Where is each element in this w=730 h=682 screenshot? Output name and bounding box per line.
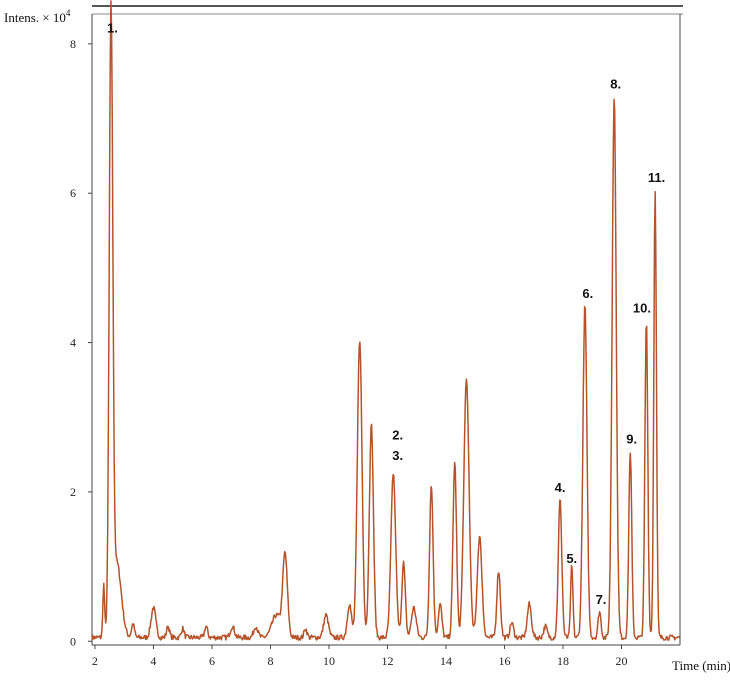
x-axis-ticks: 2 4 6 8 10 12 14 16 18 20 [92,645,627,668]
y-axis-label-exponent: 4 [66,8,71,18]
peak-label: 10. [633,301,651,316]
y-tick-label: 0 [70,634,76,648]
x-tick-label: 18 [557,654,569,668]
peak-label: 1. [107,21,118,36]
x-tick-label: 2 [92,654,98,668]
peak-label: 8. [610,77,621,92]
x-tick-label: 20 [615,654,627,668]
peak-label: 9. [626,431,637,446]
x-tick-label: 8 [267,654,273,668]
peak-label: 7. [596,592,607,607]
chromatogram-trace [91,0,681,641]
x-tick-label: 16 [498,654,510,668]
peak-label: 6. [582,286,593,301]
x-tick-label: 10 [323,654,335,668]
y-tick-label: 2 [70,485,76,499]
peak-label: 2. [392,428,403,443]
x-tick-label: 4 [150,654,156,668]
x-tick-label: 6 [209,654,215,668]
peak-label: 11. [648,170,665,185]
x-tick-label: 12 [381,654,393,668]
peak-label: 5. [566,551,577,566]
y-tick-label: 8 [70,37,76,51]
peak-label: 3. [392,448,403,463]
x-tick-label: 14 [440,654,452,668]
y-axis-ticks: 0 2 4 6 8 [70,37,92,648]
y-axis-label-text: Intens. × 10 [4,10,66,25]
peak-label: 4. [555,480,566,495]
y-axis-label: Intens. × 104 [4,8,71,25]
y-tick-label: 6 [70,186,76,200]
y-tick-label: 4 [70,336,76,350]
peak-annotations: 1. 2. 3. 4. 5. 6. 7. 8. 9. 10. 11. [107,21,665,607]
x-axis-label: Time (min) [672,658,730,673]
